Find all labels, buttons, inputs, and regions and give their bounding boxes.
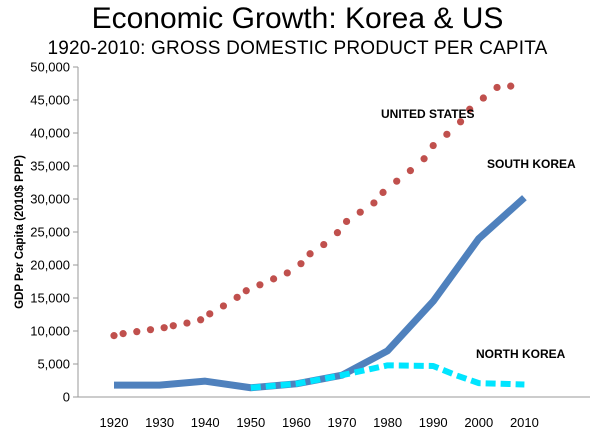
- y-tick-label: 5,000: [37, 357, 70, 372]
- data-point-united-states: [406, 167, 414, 175]
- data-point-united-states: [133, 328, 141, 336]
- series-united-states: [110, 82, 515, 340]
- y-tick-label: 0: [63, 390, 70, 405]
- x-tick-label: 2010: [510, 415, 539, 430]
- annotation-north-korea: NORTH KOREA: [476, 347, 566, 361]
- data-point-united-states: [429, 141, 437, 150]
- series-layer: [110, 82, 527, 392]
- series-line-north-korea: [250, 362, 525, 391]
- y-tick-label: 10,000: [30, 324, 70, 339]
- data-point-united-states: [233, 293, 241, 301]
- y-tick-label: 20,000: [30, 258, 70, 273]
- data-point-united-states: [146, 326, 155, 334]
- x-tick-label: 1980: [373, 415, 402, 430]
- x-tick-label: 1990: [419, 415, 448, 430]
- data-point-united-states: [160, 324, 168, 332]
- data-point-united-states: [183, 319, 191, 327]
- x-tick-label: 1970: [328, 415, 357, 430]
- data-point-united-states: [270, 275, 278, 283]
- chart-title: Economic Growth: Korea & US: [91, 2, 504, 35]
- y-tick-label: 40,000: [30, 126, 70, 141]
- data-point-united-states: [507, 82, 515, 90]
- y-axis-label: GDP Per Capita (2010$ PPP): [14, 155, 26, 309]
- data-point-united-states: [219, 302, 228, 310]
- data-point-united-states: [206, 310, 214, 318]
- y-tick-label: 15,000: [30, 291, 70, 306]
- data-point-united-states: [420, 155, 428, 163]
- chart-subtitle: 1920-2010: GROSS DOMESTIC PRODUCT PER CA…: [47, 38, 548, 59]
- data-point-united-states: [119, 330, 127, 338]
- data-point-united-states: [443, 130, 451, 138]
- data-point-united-states: [297, 260, 305, 268]
- y-tick-label: 25,000: [30, 225, 70, 240]
- series-line-south-korea: [114, 195, 527, 392]
- x-tick-label: 1930: [145, 415, 174, 430]
- data-point-united-states: [379, 188, 387, 196]
- y-tick-label: 50,000: [30, 60, 70, 75]
- annotation-united-states: UNITED STATES: [381, 107, 475, 121]
- data-point-united-states: [110, 332, 118, 340]
- series-south-korea: [114, 195, 527, 392]
- y-tick-label: 35,000: [30, 159, 70, 174]
- y-tick-label: 30,000: [30, 192, 70, 207]
- data-point-united-states: [466, 105, 474, 113]
- annotation-south-korea: SOUTH KOREA: [487, 157, 576, 171]
- data-point-united-states: [393, 177, 401, 185]
- data-point-united-states: [169, 322, 177, 330]
- data-point-united-states: [356, 208, 364, 216]
- x-axis-ticks: 1920 1930 1940 1950 1960 1970 1980 1990 2000 2010: [100, 415, 539, 430]
- data-point-united-states: [479, 94, 487, 102]
- x-tick-label: 1920: [100, 415, 129, 430]
- x-tick-label: 1940: [191, 415, 220, 430]
- data-point-united-states: [370, 199, 378, 207]
- data-point-united-states: [456, 118, 465, 126]
- data-point-united-states: [306, 250, 314, 258]
- data-point-united-states: [342, 217, 351, 226]
- series-north-korea: [250, 362, 525, 391]
- data-point-united-states: [242, 287, 250, 295]
- data-point-united-states: [320, 240, 328, 249]
- y-tick-label: 45,000: [30, 93, 70, 108]
- data-point-united-states: [493, 83, 501, 92]
- x-tick-label: 1950: [236, 415, 265, 430]
- data-point-united-states: [256, 281, 264, 289]
- data-point-united-states: [333, 229, 342, 237]
- data-point-united-states: [283, 269, 291, 277]
- x-tick-label: 2000: [464, 415, 493, 430]
- data-point-united-states: [197, 316, 205, 324]
- x-tick-label: 1960: [282, 415, 311, 430]
- y-axis-ticks: 0 5,000 10,000 15,000 20,000 25,000 30,000 35,0…: [30, 60, 78, 405]
